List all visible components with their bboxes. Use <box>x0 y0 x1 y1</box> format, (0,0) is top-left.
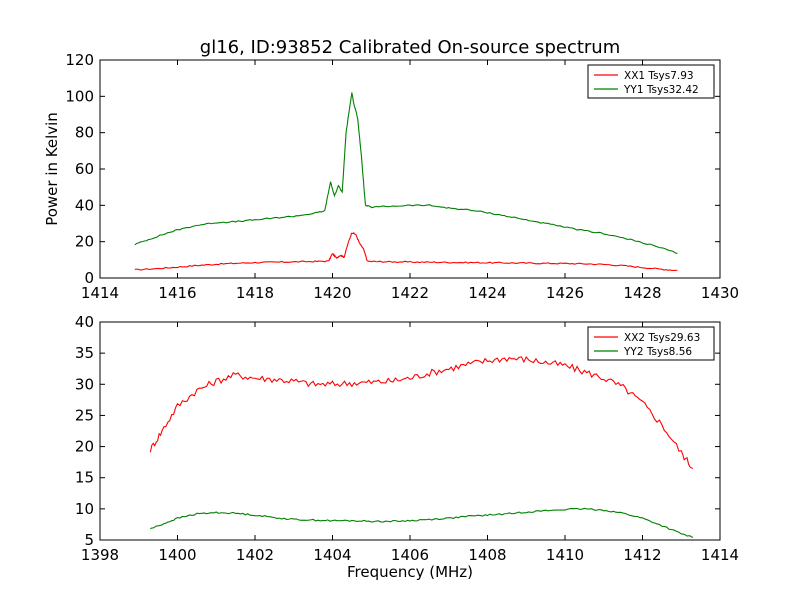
chart-title: gl16, ID:93852 Calibrated On-source spec… <box>200 37 620 58</box>
x-tick-label: 1426 <box>546 284 584 302</box>
x-tick-label: 1430 <box>701 284 739 302</box>
x-tick-label: 1424 <box>468 284 506 302</box>
legend-label: YY2 Tsys8.56 <box>623 346 692 358</box>
y-tick-label: 35 <box>75 344 94 362</box>
y-tick-label: 20 <box>75 233 94 251</box>
y-tick-label: 0 <box>84 269 94 287</box>
x-tick-label: 1422 <box>391 284 429 302</box>
x-tick-label: 1402 <box>236 546 274 564</box>
series-line-xx <box>134 231 678 272</box>
y-tick-label: 40 <box>75 313 94 331</box>
x-tick-label: 1398 <box>81 546 119 564</box>
top-y-axis-label: Power in Kelvin <box>43 112 61 226</box>
y-tick-label: 80 <box>75 124 94 142</box>
x-tick-label: 1408 <box>468 546 506 564</box>
x-tick-label: 1418 <box>236 284 274 302</box>
x-tick-label: 1414 <box>701 546 739 564</box>
legend-label: YY1 Tsys32.42 <box>623 84 699 96</box>
x-tick-label: 1410 <box>546 546 584 564</box>
y-tick-label: 120 <box>65 51 94 69</box>
y-tick-label: 20 <box>75 438 94 456</box>
legend-box <box>587 64 715 99</box>
series-line-yy <box>150 507 694 538</box>
legend-label: XX2 Tsys29.63 <box>624 332 700 344</box>
bottom-panel: 1398 1400 1402 1404 1406 1408 1410 1412 1414 5 10 1… <box>75 313 739 564</box>
x-tick-label: 1420 <box>313 284 351 302</box>
y-tick-label: 100 <box>65 87 94 105</box>
legend-label: XX1 Tsys7.93 <box>624 70 694 82</box>
x-tick-label: 1414 <box>81 284 119 302</box>
y-tick-label: 5 <box>84 531 94 549</box>
y-tick-label: 40 <box>75 196 94 214</box>
axes-frame <box>99 59 721 279</box>
series-line-xx <box>149 355 694 469</box>
x-tick-label: 1404 <box>313 546 351 564</box>
y-tick-label: 30 <box>75 375 94 393</box>
series-line-yy <box>134 92 678 255</box>
x-axis-label: Frequency (MHz) <box>347 563 473 581</box>
x-tick-label: 1406 <box>391 546 429 564</box>
y-tick-label: 25 <box>75 406 94 424</box>
x-tick-label: 1400 <box>158 546 196 564</box>
y-tick-label: 10 <box>75 500 94 518</box>
x-tick-label: 1428 <box>623 284 661 302</box>
axes-frame <box>99 321 721 541</box>
x-tick-label: 1416 <box>158 284 196 302</box>
x-tick-label: 1412 <box>623 546 661 564</box>
y-tick-label: 15 <box>75 469 94 487</box>
top-panel: Power in Kelvin 1414 1416 1418 1420 1422 1424… <box>43 51 739 302</box>
legend-box <box>587 326 715 361</box>
y-tick-label: 60 <box>75 160 94 178</box>
